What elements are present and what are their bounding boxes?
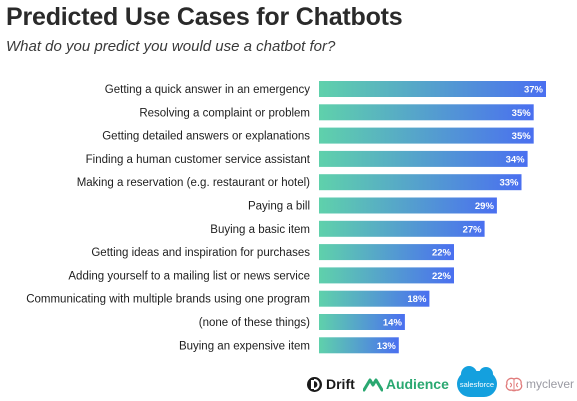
bar bbox=[319, 220, 485, 237]
value-label: 35% bbox=[512, 131, 532, 142]
value-label: 29% bbox=[475, 201, 495, 212]
drift-logo-text: Drift bbox=[326, 376, 355, 392]
bar bbox=[319, 314, 405, 330]
value-label: 37% bbox=[524, 85, 544, 96]
value-label: 34% bbox=[506, 154, 526, 165]
category-label: Communicating with multiple brands using… bbox=[26, 294, 310, 306]
value-label: 18% bbox=[407, 294, 427, 305]
chart-subtitle: What do you predict you would use a chat… bbox=[6, 38, 336, 55]
audience-logo-text: Audience bbox=[385, 376, 449, 392]
bar bbox=[319, 127, 534, 144]
myclever-logo: myclever bbox=[505, 377, 574, 392]
category-label: Buying an expensive item bbox=[179, 340, 310, 352]
category-label: Paying a bill bbox=[248, 201, 310, 213]
bar bbox=[319, 267, 454, 284]
salesforce-logo-text: salesforce bbox=[459, 379, 495, 389]
bar bbox=[319, 174, 522, 191]
drift-logo: Drift bbox=[306, 376, 355, 393]
bar bbox=[319, 290, 430, 307]
bar bbox=[319, 244, 454, 261]
value-label: 13% bbox=[377, 341, 397, 352]
category-label: Getting ideas and inspiration for purcha… bbox=[91, 247, 310, 259]
audience-logo: Audience bbox=[362, 376, 449, 392]
value-label: 22% bbox=[432, 248, 452, 259]
bar bbox=[319, 150, 528, 167]
value-label: 33% bbox=[499, 178, 519, 189]
bar bbox=[319, 104, 534, 121]
category-label: Getting a quick answer in an emergency bbox=[105, 84, 310, 96]
category-label: (none of these things) bbox=[199, 317, 310, 329]
myclever-logo-text: myclever bbox=[525, 377, 574, 391]
sponsor-logos: Drift Audience salesforce myclever bbox=[306, 366, 574, 398]
value-label: 22% bbox=[432, 271, 452, 282]
category-label: Finding a human customer service assista… bbox=[86, 154, 311, 166]
value-label: 35% bbox=[512, 108, 532, 119]
category-label: Making a reservation (e.g. restaurant or… bbox=[77, 177, 310, 189]
value-label: 27% bbox=[463, 224, 483, 235]
chart-title: Predicted Use Cases for Chatbots bbox=[6, 3, 403, 31]
category-label: Resolving a complaint or problem bbox=[139, 107, 310, 119]
category-label: Buying a basic item bbox=[210, 224, 310, 236]
salesforce-logo: salesforce bbox=[456, 366, 497, 397]
value-label: 14% bbox=[383, 318, 403, 329]
bar bbox=[319, 337, 399, 354]
bars-group: Getting a quick answer in an emergency 37… bbox=[26, 81, 546, 354]
drift-logo-icon bbox=[307, 376, 322, 392]
myclever-brain-icon bbox=[505, 377, 523, 391]
category-label: Getting detailed answers or explanations bbox=[102, 131, 310, 143]
bar bbox=[319, 197, 497, 214]
category-label: Adding yourself to a mailing list or new… bbox=[68, 270, 310, 282]
bar bbox=[319, 81, 546, 97]
audience-logo-icon bbox=[362, 378, 383, 391]
